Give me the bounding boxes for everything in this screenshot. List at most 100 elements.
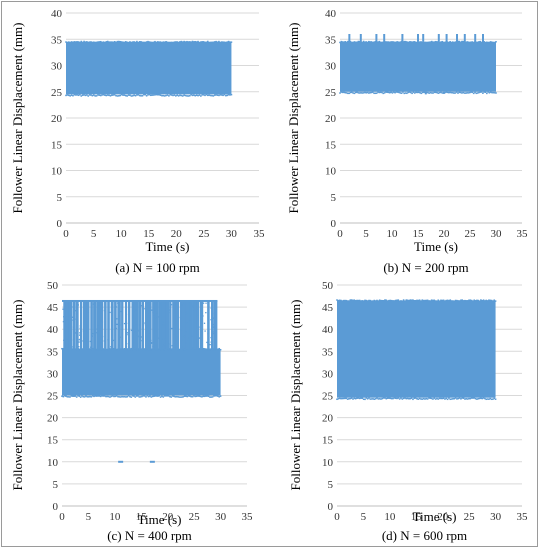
data-point — [450, 300, 453, 302]
data-point — [206, 395, 209, 397]
data-point — [208, 41, 210, 44]
data-point — [72, 326, 74, 328]
data-point — [171, 327, 173, 330]
data-point — [163, 343, 166, 346]
data-point — [465, 300, 468, 302]
data-point — [416, 299, 418, 302]
data-point — [165, 395, 167, 397]
data-point — [481, 397, 484, 400]
data-point — [204, 94, 206, 97]
data-point — [124, 41, 127, 43]
data-point — [414, 397, 417, 399]
y-tick-label: 40 — [47, 324, 59, 336]
data-point — [122, 94, 124, 96]
data-point — [149, 332, 151, 335]
data-point — [163, 348, 166, 351]
data-point — [454, 92, 457, 94]
data-point — [150, 339, 152, 342]
data-point — [484, 91, 487, 94]
data-point — [133, 41, 135, 43]
data-point — [83, 336, 85, 338]
x-tick-label: 0 — [334, 511, 340, 523]
data-point — [406, 92, 408, 95]
data-point — [183, 349, 186, 351]
data-point — [485, 299, 488, 302]
data-point — [404, 40, 407, 43]
data-point — [194, 395, 197, 398]
data-point — [169, 93, 172, 96]
x-tick-label: 35 — [242, 511, 254, 523]
data-point — [172, 41, 174, 44]
data-point — [111, 395, 114, 397]
data-point — [123, 41, 126, 44]
data-point — [433, 41, 436, 43]
data-point — [202, 41, 205, 43]
data-point — [342, 299, 345, 302]
data-point — [187, 41, 190, 43]
data-point — [446, 41, 449, 43]
data-point — [425, 397, 428, 400]
data-point — [458, 91, 461, 94]
data-point — [145, 396, 147, 398]
data-point — [360, 41, 362, 44]
data-point — [126, 95, 128, 97]
data-point — [211, 335, 213, 337]
data-point — [141, 348, 143, 351]
data-point — [205, 395, 207, 397]
data-point — [176, 336, 178, 338]
data-point — [66, 396, 69, 398]
data-point — [182, 303, 185, 306]
data-point — [202, 395, 205, 398]
data-point — [98, 41, 101, 43]
data-point — [185, 342, 187, 344]
y-tick-label: 5 — [53, 479, 59, 491]
data-point — [364, 299, 366, 302]
data-point — [136, 94, 138, 96]
data-point — [399, 41, 402, 43]
data-point — [118, 338, 120, 341]
data-point — [96, 328, 98, 330]
data-point — [392, 91, 395, 93]
data-point — [166, 395, 169, 397]
x-tick-label: 30 — [491, 228, 503, 240]
data-point — [85, 348, 87, 350]
data-point — [70, 339, 73, 341]
data-point — [67, 41, 70, 43]
data-point — [155, 41, 158, 44]
data-point — [406, 41, 408, 43]
data-point — [93, 348, 95, 351]
data-point — [347, 40, 349, 43]
data-point — [154, 316, 157, 319]
data-point — [110, 395, 113, 398]
data-spike — [93, 300, 97, 350]
data-point — [364, 41, 366, 43]
data-point — [173, 41, 176, 43]
data-point — [452, 300, 454, 302]
data-point — [212, 323, 214, 326]
data-point — [358, 92, 361, 94]
data-spike — [90, 300, 93, 350]
data-point — [120, 93, 123, 96]
data-point — [348, 398, 350, 400]
data-point — [88, 311, 90, 313]
data-point — [486, 398, 489, 400]
data-point — [97, 324, 99, 326]
data-point — [200, 310, 203, 312]
data-point — [185, 348, 187, 350]
data-point — [376, 299, 378, 302]
data-point — [382, 92, 385, 95]
data-point — [168, 348, 171, 350]
data-spike — [154, 300, 159, 350]
data-point — [220, 94, 223, 96]
data-point — [162, 41, 165, 43]
data-point — [368, 299, 370, 302]
data-point — [206, 94, 209, 97]
data-point — [466, 92, 468, 94]
data-point — [82, 395, 85, 398]
data-point — [138, 94, 141, 97]
data-point — [85, 395, 87, 397]
data-point — [66, 338, 69, 340]
data-point — [430, 397, 433, 400]
data-point — [161, 338, 163, 340]
data-point — [181, 304, 183, 306]
